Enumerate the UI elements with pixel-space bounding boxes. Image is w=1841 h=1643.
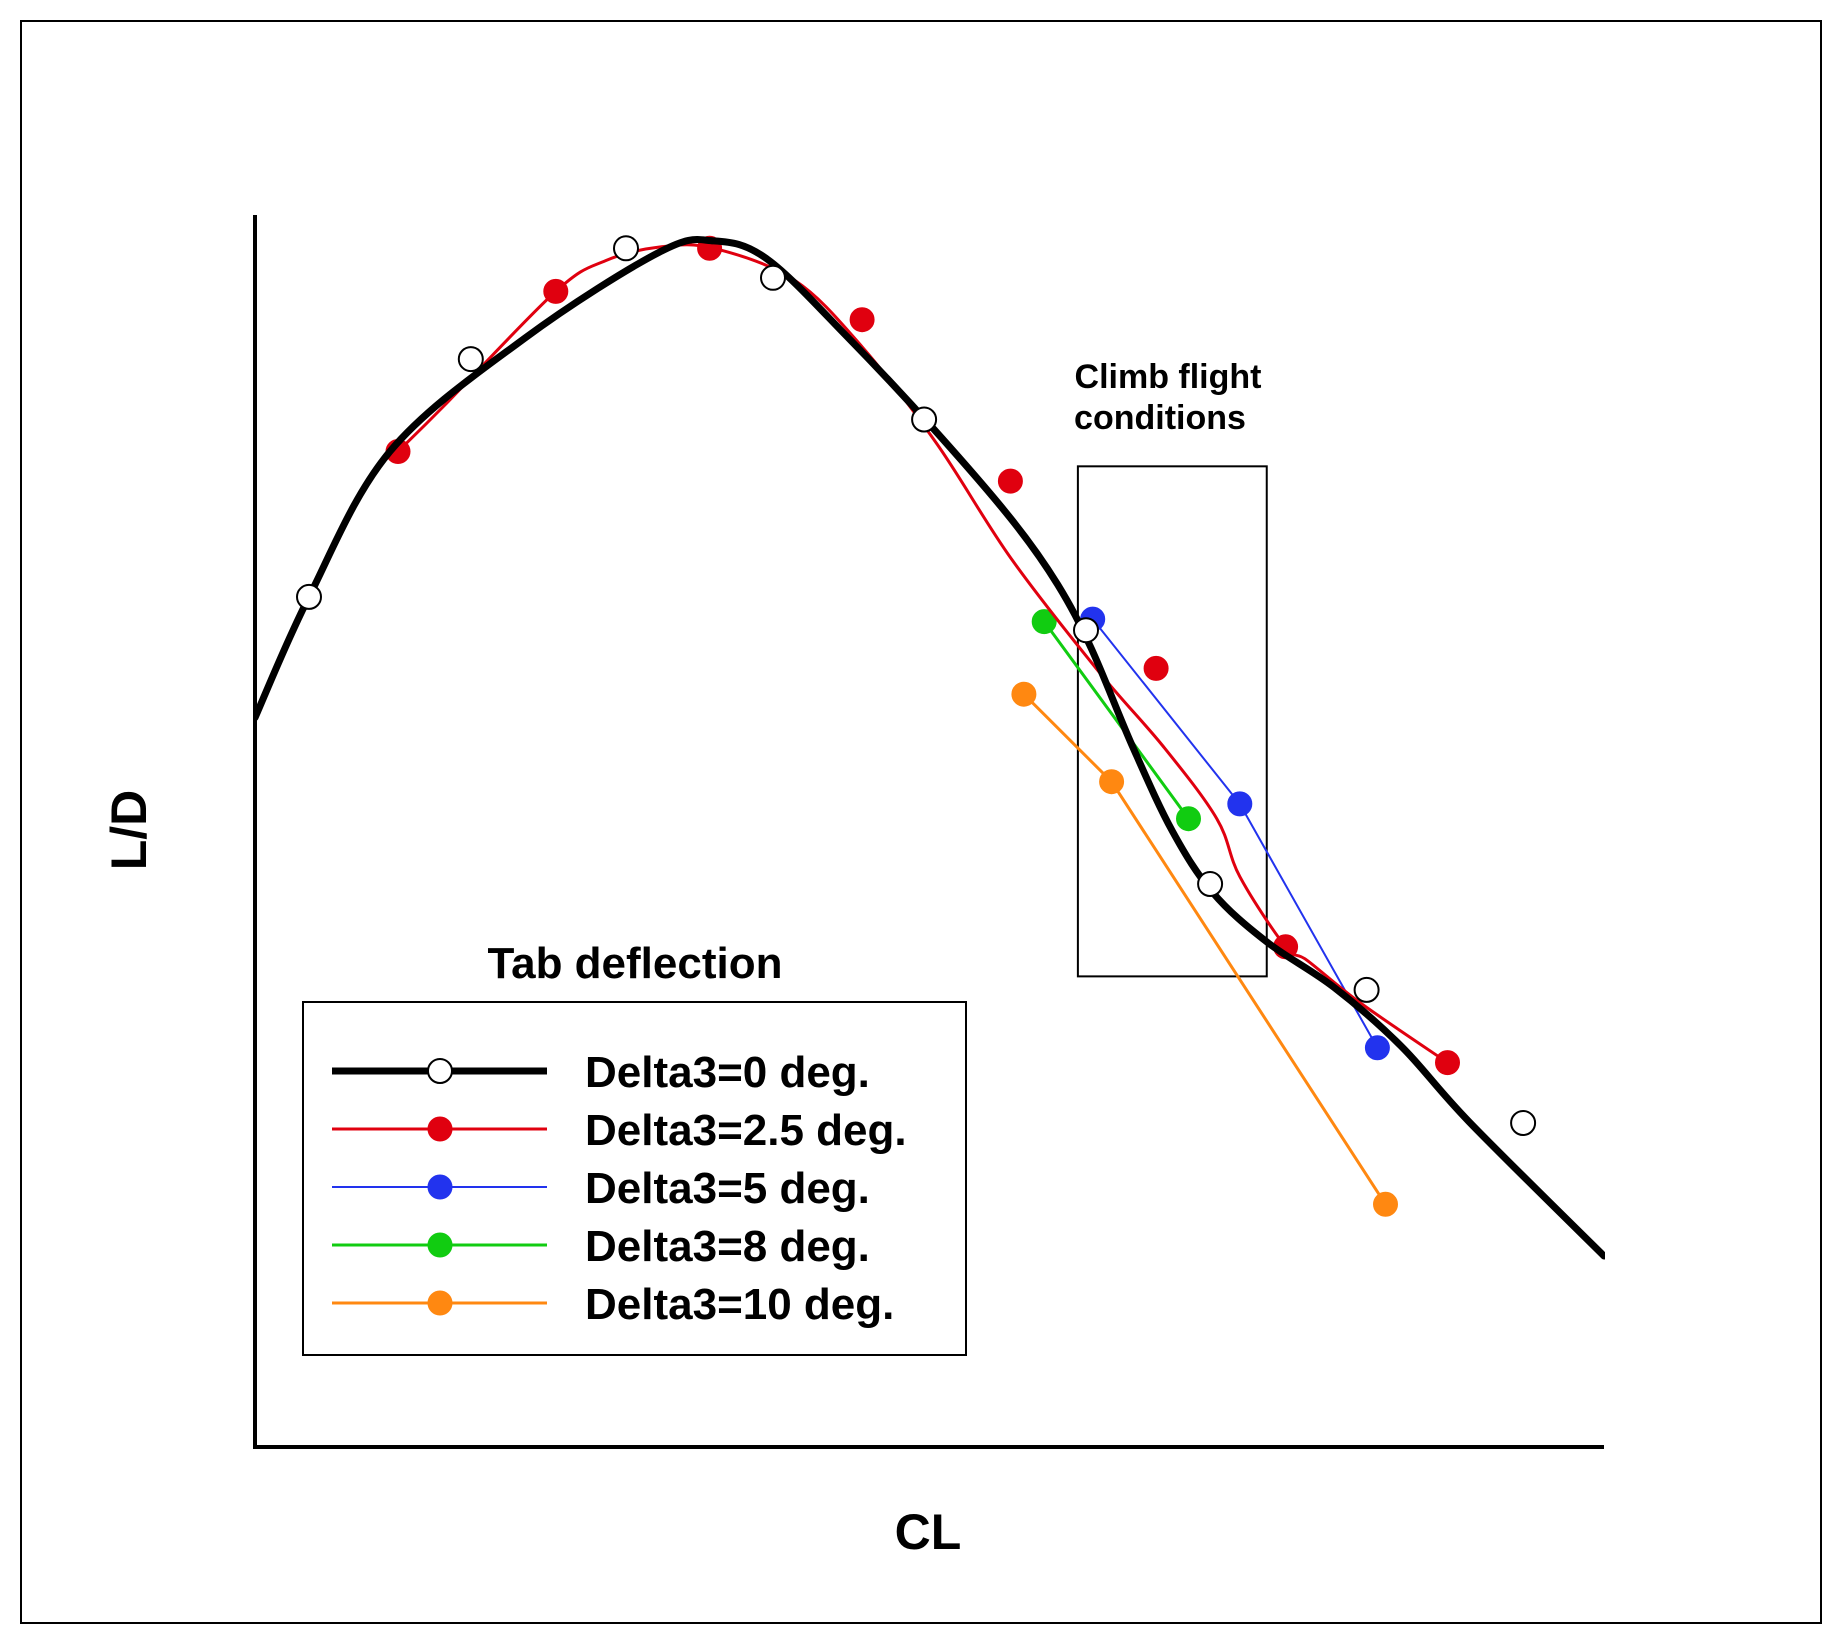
series-1-point-7 (1435, 1050, 1460, 1076)
legend-swatch-marker-4 (427, 1290, 453, 1316)
series-4-point-0 (1011, 681, 1037, 707)
legend-title: Tab deflection (488, 939, 783, 988)
series-3-point-0 (1031, 609, 1057, 635)
series-0-point-6 (1197, 871, 1224, 897)
legend-swatch-marker-1 (427, 1116, 453, 1142)
legend-swatch-marker-2 (427, 1174, 453, 1200)
legend-box (302, 1001, 967, 1356)
legend-entry-3: Delta3=8 deg. (332, 1222, 870, 1271)
series-0-point-3 (760, 264, 786, 291)
climb-region-box (1076, 465, 1268, 978)
x-axis-title: CL (895, 1504, 962, 1560)
series-4 (1011, 681, 1398, 1217)
series-1-point-1 (543, 278, 569, 304)
series-layer (255, 235, 1605, 1260)
series-0-point-4 (911, 406, 938, 433)
legend-label-4: Delta3=10 deg. (585, 1280, 894, 1329)
figure-frame (20, 20, 1822, 1624)
y-axis-title: L/D (101, 790, 157, 871)
series-0-point-7 (1353, 976, 1380, 1003)
legend-entry-2: Delta3=5 deg. (332, 1164, 870, 1213)
series-0-point-1 (457, 346, 484, 373)
legend-label-1: Delta3=2.5 deg. (585, 1106, 907, 1155)
legend-entries: Delta3=0 deg. Delta3=2.5 deg. Delta3=5 deg… (332, 1048, 907, 1329)
legend-label-3: Delta3=8 deg. (585, 1222, 870, 1271)
legend-entry-4: Delta3=10 deg. (332, 1280, 894, 1329)
series-3-line (1042, 620, 1190, 821)
series-3-point-1 (1176, 806, 1201, 832)
series-0-point-5 (1073, 617, 1099, 644)
series-2-point-1 (1227, 791, 1253, 817)
series-0-line (255, 236, 1605, 1260)
legend-entry-1: Delta3=2.5 deg. (332, 1106, 907, 1155)
series-4-point-2 (1373, 1191, 1398, 1217)
legend-swatch-marker-3 (427, 1232, 453, 1258)
series-3 (1031, 609, 1201, 832)
legend-entry-0: Delta3=0 deg. (332, 1048, 870, 1097)
annotation-line-1: Climb flight (1075, 358, 1262, 396)
climb-annotation: Climb flight conditions (1074, 358, 1268, 978)
series-0 (255, 235, 1605, 1260)
series-1-point-5 (1143, 655, 1169, 681)
series-1-point-3 (849, 307, 875, 333)
series-2-point-2 (1364, 1035, 1390, 1061)
series-0-point-0 (296, 583, 322, 610)
legend: Tab deflection Delta3=0 deg. Delta3=2.5 d… (302, 939, 967, 1356)
series-4-point-1 (1099, 769, 1125, 795)
series-0-point-8 (1510, 1110, 1537, 1136)
legend-label-0: Delta3=0 deg. (585, 1048, 870, 1097)
axes (253, 215, 1604, 1449)
legend-swatch-marker-0 (427, 1058, 453, 1084)
legend-label-2: Delta3=5 deg. (585, 1164, 870, 1213)
annotation-line-2: conditions (1074, 399, 1246, 437)
series-0-point-2 (613, 235, 639, 262)
series-1-point-4 (997, 468, 1023, 494)
